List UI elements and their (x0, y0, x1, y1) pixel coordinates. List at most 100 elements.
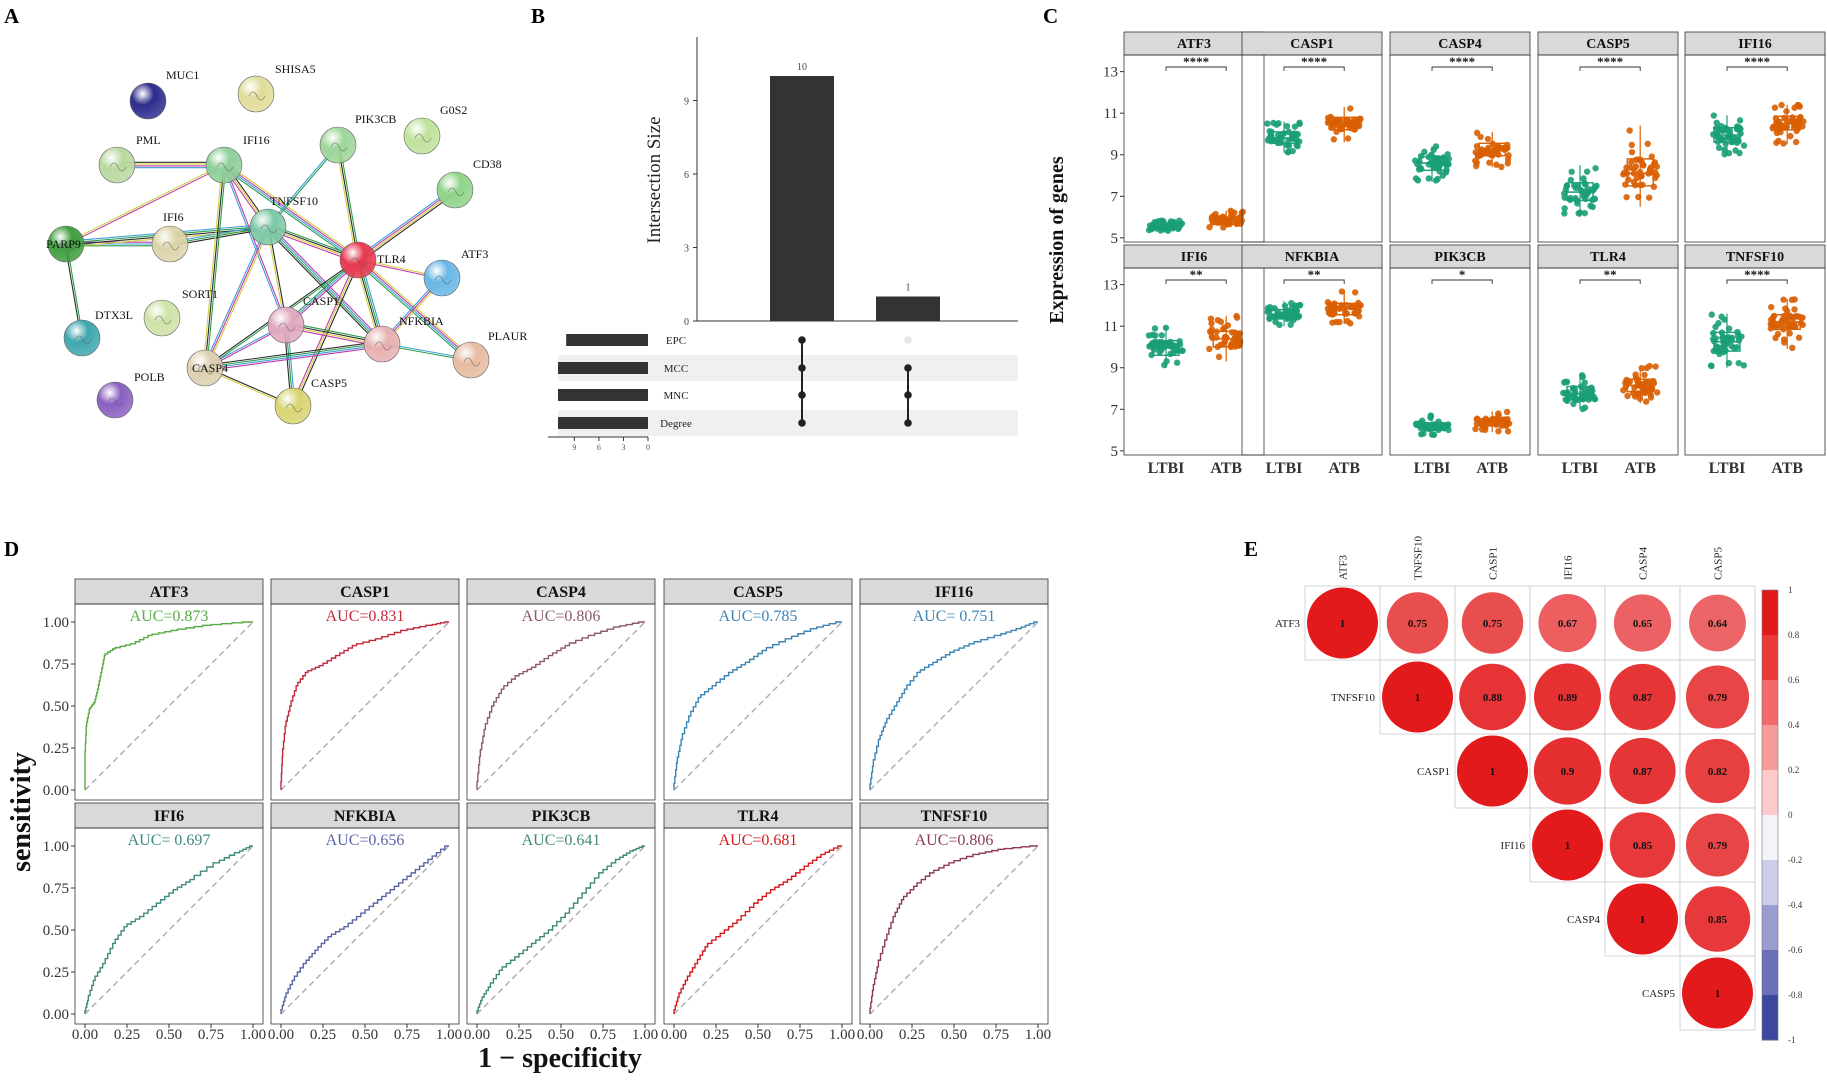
corr-circle (1609, 812, 1676, 878)
facet-strip (663, 578, 853, 605)
data-point (1158, 339, 1165, 346)
x-group-label: ATB (1210, 460, 1242, 477)
data-point (1574, 200, 1581, 207)
chance-diagonal (84, 621, 254, 791)
data-point (1337, 304, 1345, 311)
corr-column-label: CASP1 (1488, 547, 1500, 580)
panel-e-correlation: 1 0.75 0.75 0.67 0.65 0.64 1 0.88 0.89 0.87 0.79 1 0… (1275, 535, 1803, 1045)
corr-circle (1609, 737, 1676, 805)
data-point (1239, 208, 1247, 215)
facet-title: IFI16 (1738, 37, 1771, 52)
set-size-bar (558, 417, 648, 429)
data-point (1633, 156, 1640, 163)
network-edge (355, 261, 470, 363)
data-point (1735, 359, 1742, 367)
panel-c-boxplots: Expression of genesATF3****5791113CASP1*… (1046, 31, 1826, 477)
data-point (1721, 316, 1728, 323)
data-point (1620, 171, 1627, 178)
facet-panel (663, 603, 853, 801)
corr-circle (1382, 661, 1453, 733)
network-edge (206, 227, 271, 369)
facet-panel (1537, 267, 1679, 456)
corr-value: 0.75 (1408, 618, 1428, 630)
data-point (1498, 163, 1505, 171)
network-node-label: PLAUR (488, 329, 527, 343)
bar-value-label: 1 (906, 283, 911, 294)
data-point (1179, 347, 1186, 354)
data-point (1575, 210, 1582, 217)
data-point (1722, 140, 1729, 147)
data-point (1773, 139, 1780, 146)
network-edge (268, 225, 384, 344)
colorbar-tick-label: 0.4 (1788, 720, 1800, 730)
corr-circle (1613, 594, 1672, 652)
data-point (1780, 296, 1787, 303)
panel-label-d: D (4, 537, 19, 561)
data-point (1628, 148, 1636, 156)
data-point (1738, 333, 1745, 340)
intersection-bar (770, 76, 834, 321)
y-tick-label: 7 (1111, 402, 1119, 418)
colorbar-segment (1762, 590, 1778, 636)
corr-value: 0.79 (1708, 692, 1728, 704)
x-tick-label: 0.00 (72, 1027, 98, 1043)
significance-bracket (1165, 279, 1227, 284)
network-node-label: POLB (134, 370, 165, 384)
data-point (1652, 363, 1659, 370)
auc-label: AUC= 0.697 (128, 832, 211, 849)
auc-label: AUC= 0.751 (913, 608, 996, 625)
x-tick-label: 1.00 (1025, 1027, 1051, 1043)
data-point (1778, 101, 1785, 109)
network-node-label: SHISA5 (275, 62, 316, 76)
set-size-bar (558, 389, 648, 401)
corr-circle (1386, 592, 1449, 654)
data-point (1795, 334, 1803, 341)
network-edge (65, 163, 224, 244)
corr-value: 0.82 (1708, 766, 1728, 778)
facet-panel (270, 827, 460, 1025)
x-tick-label: 0.25 (310, 1027, 336, 1043)
corr-value: 1 (1640, 914, 1646, 926)
data-point (1715, 320, 1722, 327)
x-tick-label: 0.25 (114, 1027, 140, 1043)
data-point (1330, 136, 1338, 143)
data-point (1287, 321, 1294, 328)
data-point (1206, 345, 1213, 353)
node-structure-glyph (248, 91, 266, 101)
x-tick-label: 0.25 (899, 1027, 925, 1043)
node-structure-glyph (434, 275, 452, 285)
y-tick-label: 1.00 (43, 839, 69, 855)
data-point (1273, 121, 1280, 128)
network-edge (223, 165, 358, 262)
x-tick-label: 0.75 (590, 1027, 616, 1043)
corr-column-label: TNFSF10 (1413, 535, 1425, 580)
y-tick-label: 9 (1111, 361, 1119, 377)
data-point (1783, 116, 1790, 124)
network-edge (290, 259, 357, 406)
roc-curve (869, 845, 1038, 1014)
x-group-label: ATB (1328, 460, 1360, 477)
corr-circle (1682, 957, 1753, 1029)
network-node-label: PML (136, 133, 161, 147)
data-point (1344, 135, 1352, 142)
node-structure-glyph (162, 241, 180, 251)
data-point (1561, 205, 1568, 212)
data-point (1650, 183, 1658, 190)
chance-diagonal (869, 845, 1039, 1015)
data-point (1561, 210, 1568, 217)
chance-diagonal (673, 621, 843, 791)
data-point (1207, 315, 1215, 322)
set-size-tick-label: 6 (597, 443, 601, 452)
auc-label: AUC=0.641 (522, 832, 601, 849)
panel-label-a: A (4, 4, 20, 28)
x-tick-label: 0.00 (464, 1027, 490, 1043)
y-tick-label: 11 (1104, 319, 1118, 335)
network-edge (265, 228, 381, 347)
data-point (1338, 288, 1346, 295)
data-point (1345, 119, 1352, 126)
data-point (1653, 389, 1661, 396)
data-point (1570, 400, 1577, 408)
data-point (1778, 123, 1786, 131)
node-structure-glyph (74, 335, 92, 345)
significance-bracket (1431, 279, 1493, 284)
